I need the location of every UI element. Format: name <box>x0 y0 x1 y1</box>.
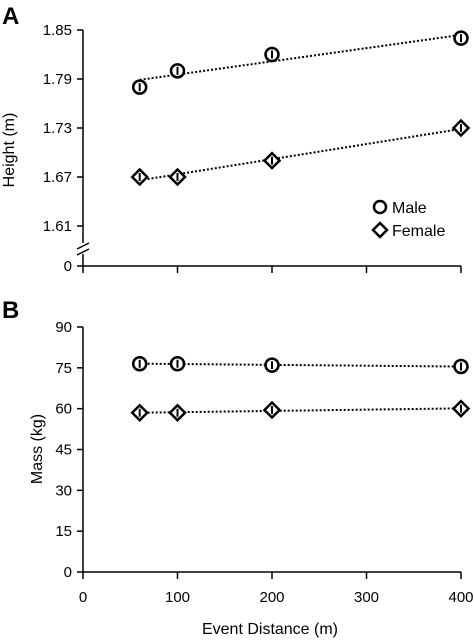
panel-b-ytick-label: 45 <box>55 442 72 459</box>
panel-a-ytick-label: 0 <box>64 258 72 275</box>
panel-b-xtick-label: 100 <box>165 589 190 606</box>
panel-b-trendlines <box>139 362 462 414</box>
panel-b-xticks: 0 100 200 300 400 <box>79 572 474 606</box>
legend-female-marker <box>371 221 389 239</box>
legend-male-label: Male <box>392 200 427 217</box>
panel-a-ytick-label: 1.79 <box>43 71 72 88</box>
trendline-male <box>139 33 462 81</box>
trendline-male <box>139 362 462 368</box>
panel-a-trendlines <box>139 33 462 182</box>
panel-b-xtick-label: 200 <box>259 589 284 606</box>
panel-a: A Height (m) 0 1.61 1.67 1.73 1.79 1.85 Male … <box>1 3 471 275</box>
panel-b-ytick-label: 15 <box>55 523 72 540</box>
panel-b-xtick-label: 300 <box>354 589 379 606</box>
panel-a-ylabel: Height (m) <box>1 113 18 188</box>
panel-a-xticks <box>82 266 462 273</box>
legend-female-label: Female <box>392 223 445 240</box>
panel-a-axis-break-1 <box>76 242 90 250</box>
panel-a-axis-break-2 <box>76 248 90 256</box>
panel-b-letter: B <box>2 297 19 324</box>
panel-b-ytick-label: 60 <box>55 401 72 418</box>
panel-b-points <box>130 356 471 423</box>
panel-a-ytick-label: 1.73 <box>43 120 72 137</box>
panel-b: B Mass (kg) Event Distance (m) 0 15 30 45 60… <box>2 297 474 638</box>
panel-b-ylabel: Mass (kg) <box>29 414 46 484</box>
panel-a-ytick-label: 1.67 <box>43 169 72 186</box>
panel-b-ytick-label: 90 <box>55 319 72 336</box>
panel-a-ytick-label: 1.85 <box>43 22 72 39</box>
legend: Male Female <box>371 199 445 240</box>
trendline-female <box>139 407 462 414</box>
panel-b-xlabel: Event Distance (m) <box>202 621 338 638</box>
panel-b-ytick-label: 30 <box>55 482 72 499</box>
panel-a-yticks: 0 1.61 1.67 1.73 1.79 1.85 <box>43 22 83 275</box>
panel-a-letter: A <box>2 3 19 30</box>
legend-male-marker <box>372 199 388 215</box>
panel-b-yticks: 0 15 30 45 60 75 90 <box>55 319 83 581</box>
panel-a-ytick-label: 1.61 <box>43 218 72 235</box>
panel-b-xtick-label: 400 <box>448 589 473 606</box>
panel-a-points <box>130 30 471 187</box>
panel-b-ytick-label: 75 <box>55 360 72 377</box>
trendline-female <box>139 127 462 182</box>
panel-b-xtick-label: 0 <box>79 589 87 606</box>
panel-b-ytick-label: 0 <box>64 564 72 581</box>
